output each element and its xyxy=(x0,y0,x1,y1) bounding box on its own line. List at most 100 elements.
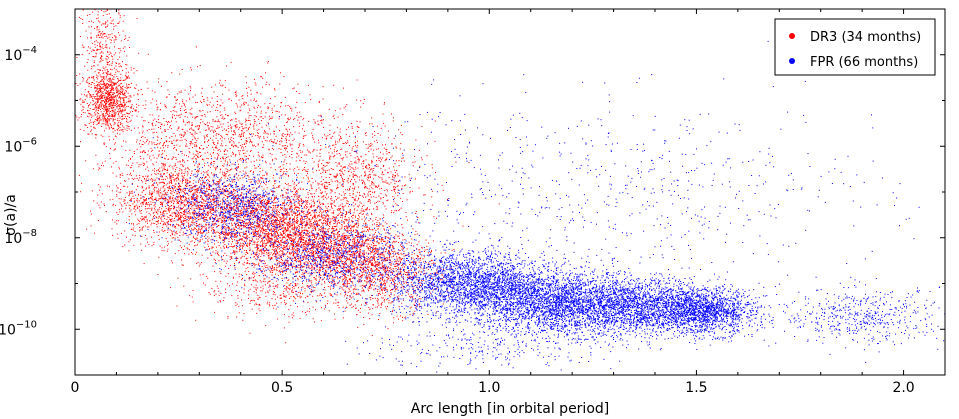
dr3-point xyxy=(254,165,255,167)
dr3-point xyxy=(177,175,179,176)
dr3-point xyxy=(202,207,204,209)
dr3-point xyxy=(102,95,103,97)
dr3-point xyxy=(96,103,98,105)
dr3-point xyxy=(88,133,90,135)
dr3-point xyxy=(143,120,145,122)
dr3-point xyxy=(300,220,301,222)
dr3-point xyxy=(216,133,218,135)
dr3-point xyxy=(209,217,211,219)
dr3-point xyxy=(162,181,164,183)
dr3-point xyxy=(370,148,372,150)
dr3-point xyxy=(235,90,237,92)
dr3-point xyxy=(119,48,121,50)
dr3-point xyxy=(80,98,82,100)
dr3-point xyxy=(241,146,243,148)
dr3-point xyxy=(214,160,216,162)
dr3-point xyxy=(109,84,111,85)
dr3-point xyxy=(89,82,91,84)
dr3-point xyxy=(238,202,240,204)
dr3-point xyxy=(180,90,182,92)
dr3-point xyxy=(185,143,187,145)
dr3-point xyxy=(163,193,165,195)
dr3-point xyxy=(176,193,178,195)
dr3-point xyxy=(112,114,114,116)
dr3-point xyxy=(104,46,106,48)
dr3-point xyxy=(142,144,144,145)
dr3-point xyxy=(104,117,105,119)
dr3-point xyxy=(205,200,207,202)
dr3-point xyxy=(178,200,180,202)
dr3-point xyxy=(139,177,141,179)
dr3-point xyxy=(118,125,120,126)
dr3-point xyxy=(218,232,220,234)
dr3-point xyxy=(114,112,116,114)
dr3-point xyxy=(157,146,159,148)
dr3-point xyxy=(100,92,102,94)
dr3-point xyxy=(144,177,145,179)
dr3-point xyxy=(221,117,223,119)
dr3-point xyxy=(79,36,81,37)
dr3-point xyxy=(106,55,108,57)
dr3-point xyxy=(188,151,190,153)
dr3-point xyxy=(186,216,188,218)
dr3-point xyxy=(245,140,247,141)
dr3-point xyxy=(169,178,171,180)
dr3-point xyxy=(236,200,238,202)
dr3-point xyxy=(219,111,221,113)
dr3-point xyxy=(194,154,196,156)
dr3-point xyxy=(206,218,208,220)
dr3-point xyxy=(162,164,164,166)
dr3-point xyxy=(98,31,100,33)
dr3-point xyxy=(212,126,214,128)
dr3-point xyxy=(174,186,176,187)
dr3-point xyxy=(151,128,153,130)
dr3-point xyxy=(112,88,114,89)
dr3-point xyxy=(162,201,164,203)
dr3-point xyxy=(105,109,107,111)
dr3-point xyxy=(235,212,237,214)
dr3-point xyxy=(178,250,180,252)
dr3-point xyxy=(109,60,110,62)
dr3-point xyxy=(143,189,145,191)
dr3-point xyxy=(184,138,186,140)
dr3-point xyxy=(152,185,154,186)
dr3-point xyxy=(119,101,121,103)
dr3-point xyxy=(182,166,184,167)
dr3-point xyxy=(265,220,267,222)
dr3-point xyxy=(216,116,218,118)
dr3-point xyxy=(197,171,199,173)
dr3-point xyxy=(113,28,114,30)
dr3-point xyxy=(105,40,107,42)
dr3-point xyxy=(190,191,191,193)
dr3-point xyxy=(109,94,111,96)
dr3-point xyxy=(243,201,245,203)
dr3-point xyxy=(158,215,160,217)
dr3-point xyxy=(201,254,203,256)
dr3-point xyxy=(208,180,210,182)
dr3-point xyxy=(262,147,264,148)
dr3-point xyxy=(321,235,323,237)
dr3-point xyxy=(160,197,162,199)
dr3-point xyxy=(98,90,100,92)
dr3-point xyxy=(176,129,178,131)
dr3-point xyxy=(128,126,130,128)
dr3-point xyxy=(194,217,196,219)
dr3-point xyxy=(230,185,232,187)
dr3-point xyxy=(237,179,239,181)
dr3-point xyxy=(282,202,284,204)
dr3-point xyxy=(180,212,182,214)
dr3-point xyxy=(255,135,257,137)
dr3-point xyxy=(152,169,154,171)
dr3-point xyxy=(166,199,168,201)
dr3-point xyxy=(102,83,104,85)
dr3-point xyxy=(96,87,98,89)
dr3-point xyxy=(249,141,251,143)
dr3-point xyxy=(226,260,228,262)
dr3-point xyxy=(149,220,151,221)
dr3-point xyxy=(213,135,215,137)
dr3-point xyxy=(181,264,183,266)
dr3-point xyxy=(90,130,92,132)
dr3-point xyxy=(101,114,103,116)
points-layer xyxy=(75,9,945,373)
dr3-point xyxy=(213,201,215,203)
